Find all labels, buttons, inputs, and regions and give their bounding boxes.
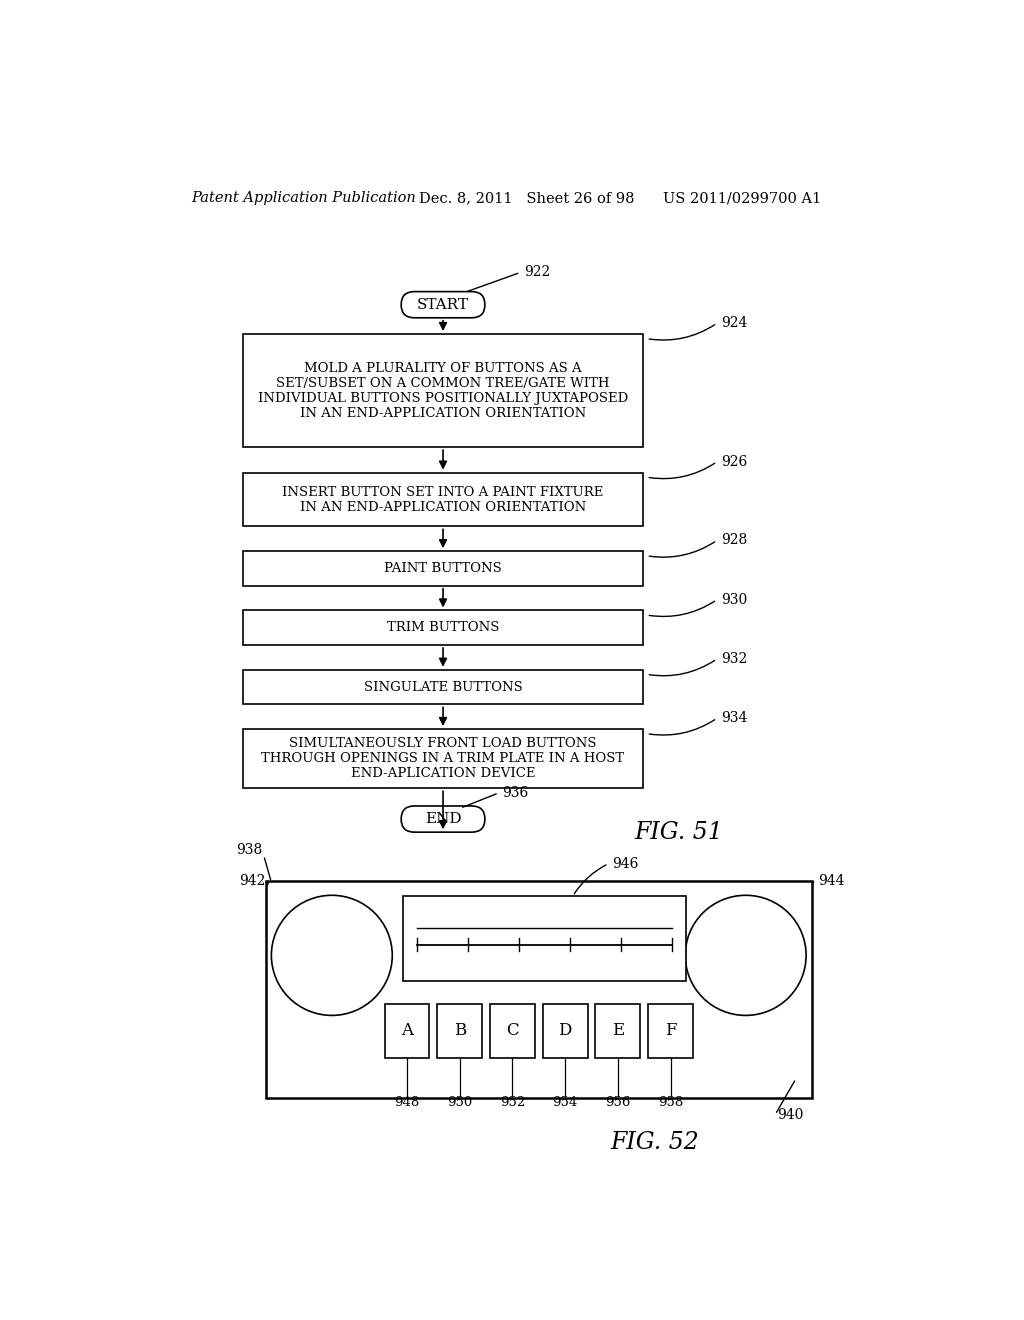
Text: 928: 928 [721, 533, 748, 548]
Bar [243, 334, 643, 447]
Text: 938: 938 [237, 843, 263, 857]
Text: 934: 934 [721, 711, 748, 725]
Text: 940: 940 [777, 1107, 804, 1122]
Text: FIG. 52: FIG. 52 [610, 1131, 699, 1154]
Text: E: E [611, 1022, 624, 1039]
Text: 956: 956 [605, 1096, 631, 1109]
Text: FIG. 51: FIG. 51 [634, 821, 723, 843]
Text: 922: 922 [523, 265, 550, 280]
Text: Dec. 8, 2011   Sheet 26 of 98: Dec. 8, 2011 Sheet 26 of 98 [419, 191, 634, 206]
Text: 952: 952 [500, 1096, 525, 1109]
Bar [595, 1003, 640, 1057]
Bar [243, 610, 643, 645]
Text: 946: 946 [612, 857, 639, 871]
Bar [489, 1003, 535, 1057]
Text: SIMULTANEOUSLY FRONT LOAD BUTTONS
THROUGH OPENINGS IN A TRIM PLATE IN A HOST
END: SIMULTANEOUSLY FRONT LOAD BUTTONS THROUG… [261, 737, 625, 780]
Text: END: END [425, 812, 462, 826]
Bar [437, 1003, 482, 1057]
Text: 932: 932 [721, 652, 748, 665]
Text: C: C [506, 1022, 519, 1039]
Bar [243, 669, 643, 705]
Text: SINGULATE BUTTONS: SINGULATE BUTTONS [364, 681, 522, 693]
Bar [648, 1003, 693, 1057]
Bar [243, 552, 643, 586]
Text: 936: 936 [502, 785, 528, 800]
Text: PAINT BUTTONS: PAINT BUTTONS [384, 562, 502, 576]
Bar [266, 880, 812, 1098]
Text: US 2011/0299700 A1: US 2011/0299700 A1 [663, 191, 821, 206]
Text: B: B [454, 1022, 466, 1039]
Text: F: F [665, 1022, 676, 1039]
Text: D: D [558, 1022, 571, 1039]
Text: INSERT BUTTON SET INTO A PAINT FIXTURE
IN AN END-APPLICATION ORIENTATION: INSERT BUTTON SET INTO A PAINT FIXTURE I… [283, 486, 604, 513]
Text: 942: 942 [240, 874, 266, 887]
Text: 924: 924 [721, 317, 748, 330]
Circle shape [685, 895, 806, 1015]
Text: 948: 948 [394, 1096, 420, 1109]
Text: 926: 926 [721, 455, 748, 469]
Bar [385, 1003, 429, 1057]
Text: 944: 944 [818, 874, 844, 887]
Text: A: A [401, 1022, 413, 1039]
Text: START: START [417, 298, 469, 312]
Text: Patent Application Publication: Patent Application Publication [191, 191, 417, 206]
Bar [243, 729, 643, 788]
Text: MOLD A PLURALITY OF BUTTONS AS A
SET/SUBSET ON A COMMON TREE/GATE WITH
INDIVIDUA: MOLD A PLURALITY OF BUTTONS AS A SET/SUB… [258, 362, 628, 420]
Bar [403, 896, 686, 981]
Text: 954: 954 [553, 1096, 578, 1109]
Circle shape [271, 895, 392, 1015]
FancyBboxPatch shape [401, 807, 485, 832]
Text: TRIM BUTTONS: TRIM BUTTONS [387, 622, 500, 634]
Text: 930: 930 [721, 593, 748, 607]
Bar [243, 473, 643, 527]
Text: 958: 958 [657, 1096, 683, 1109]
FancyBboxPatch shape [401, 292, 485, 318]
Bar [543, 1003, 588, 1057]
Text: 950: 950 [447, 1096, 472, 1109]
